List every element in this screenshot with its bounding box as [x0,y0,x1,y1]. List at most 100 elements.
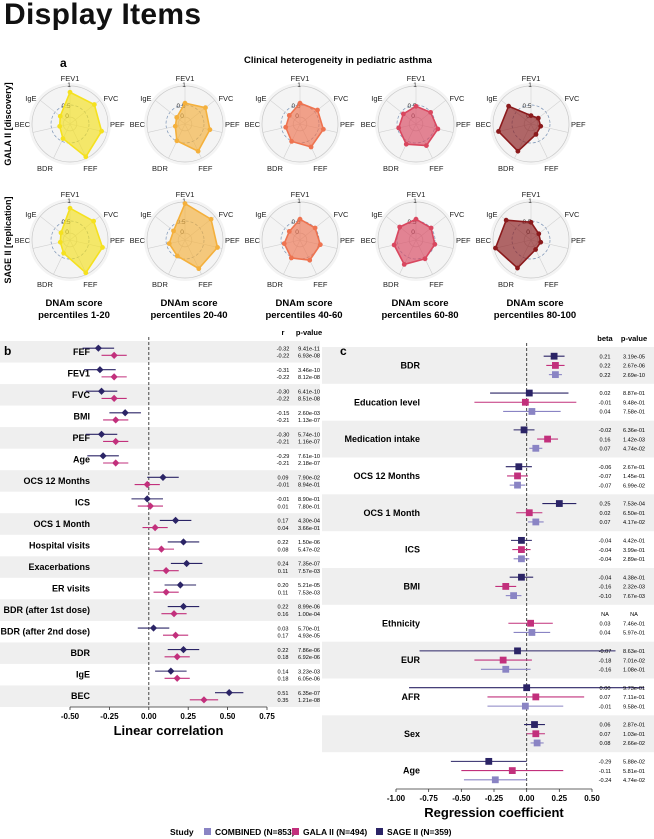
estimate-value: -0.01 [277,497,290,503]
radar-axis-label: FVC [103,94,119,103]
row-band [322,494,654,532]
radar-point [435,126,441,132]
row-band [0,384,320,406]
p-value: 7.58e-01 [623,410,645,416]
estimate-value: 0.09 [278,476,289,482]
radar-axis-label: FVC [564,210,580,219]
p-value: 3.19e-05 [623,354,645,360]
group-label: BDR [401,360,421,370]
group-label: Age [403,766,420,776]
radar-point [100,245,105,250]
radar-point [57,239,63,245]
estimate-value: 0.06 [600,723,611,729]
percentile-label: DNAm score [275,298,332,309]
radar-point [288,255,294,261]
radar-point [91,218,97,224]
estimate-value: 0.17 [278,519,289,525]
group-label: IgE [76,670,90,680]
radar-point [538,239,544,245]
p-value: 2.89e-01 [623,557,645,563]
radar-point [307,257,313,263]
radar-axis-label: IgE [371,94,382,103]
radar-axis-label: PEF [340,236,355,245]
estimate-value: -0.30 [277,432,290,438]
point-estimate [508,767,516,774]
group-label: Hospital visits [29,541,90,551]
estimate-value: -0.16 [599,667,612,673]
p-value: 7.35e-07 [298,562,320,568]
x-tick-label: -0.25 [100,712,119,721]
estimate-value: NA [601,612,609,618]
radar-point [174,253,180,259]
radar-axis-label: BDR [267,164,283,173]
row-label: SAGE II [replication] [3,196,13,283]
point-estimate [149,624,158,632]
radar-axis-label: BEC [15,236,31,245]
estimate-value: -0.30 [277,389,290,395]
percentile-label: DNAm score [391,298,448,309]
ring-label: 1 [297,198,301,205]
percentile-label: percentiles 20-40 [150,310,227,321]
radar-point [428,225,434,231]
radar-point [215,245,220,250]
estimate-value: -0.04 [599,548,612,554]
radar-axis-label: BEC [245,236,261,245]
radar-axis-label: BDR [383,280,399,289]
group-label: BDR (after 1st dose) [3,605,90,615]
radar-point [312,225,318,231]
p-value: 5.47e-02 [298,547,320,553]
point-estimate [510,592,517,600]
p-value: 2.69e-10 [623,373,645,379]
radar-point [396,125,402,131]
estimate-value: -0.02 [599,428,612,434]
percentile-label: DNAm score [45,298,102,309]
radar-point [538,123,544,129]
row-label: GALA II [discovery] [3,82,13,165]
radar-point [528,219,534,225]
radar-point [428,109,434,115]
radar-point [289,138,295,144]
radar-axis-label: BEC [15,120,31,129]
radar-point [397,224,403,230]
radar-point [172,123,178,129]
ring-label: 1 [67,198,71,205]
p-value: 3.46e-10 [298,368,320,374]
p-value: 5.81e-01 [623,769,645,775]
radar-point [208,216,214,222]
x-tick-label: 0.00 [141,712,157,721]
point-estimate [225,689,233,697]
radar-point [57,123,63,129]
radar-ring [511,104,551,144]
p-value: 4.30e-04 [298,519,320,525]
column-header: p-value [621,334,647,343]
group-label: OCS 1 Month [364,508,421,518]
p-value: 7.53e-04 [623,502,645,508]
radar-point [317,242,323,248]
point-estimate [515,463,523,471]
panel-b-forest: -0.50 -0.25 0.00 0.25 0.50 0.75 Linear correla… [0,328,322,738]
point-estimate [146,502,154,510]
estimate-value: 0.22 [600,364,611,370]
radar-point [413,103,419,109]
radar-chart: 10.50FEV1FVCPEFFEFBDRBECIgE [245,74,355,173]
group-label: BDR (after 2nd dose) [0,627,90,637]
p-value: NA [630,612,638,618]
panel-a-label: a [60,56,67,70]
point-estimate [552,371,559,379]
radar-point [60,136,66,141]
column-header: beta [597,334,613,343]
radar-point [195,148,201,154]
row-band [322,347,654,384]
p-value: 2.87e-01 [623,723,645,729]
point-estimate [143,480,151,489]
radar-point [61,250,67,256]
estimate-value: 0.18 [278,676,289,682]
estimate-value: 0.18 [278,655,289,661]
point-estimate [151,523,159,532]
radar-chart: 10.50FEV1FVCPEFFEFBDRBECIgE [476,190,586,289]
p-value: 7.11e-01 [623,695,645,701]
p-value: 9.73e-01 [623,686,645,692]
x-tick-label: 0.25 [180,712,196,721]
estimate-value: 0.00 [600,686,611,692]
radar-axis-label: FEV1 [407,190,426,199]
